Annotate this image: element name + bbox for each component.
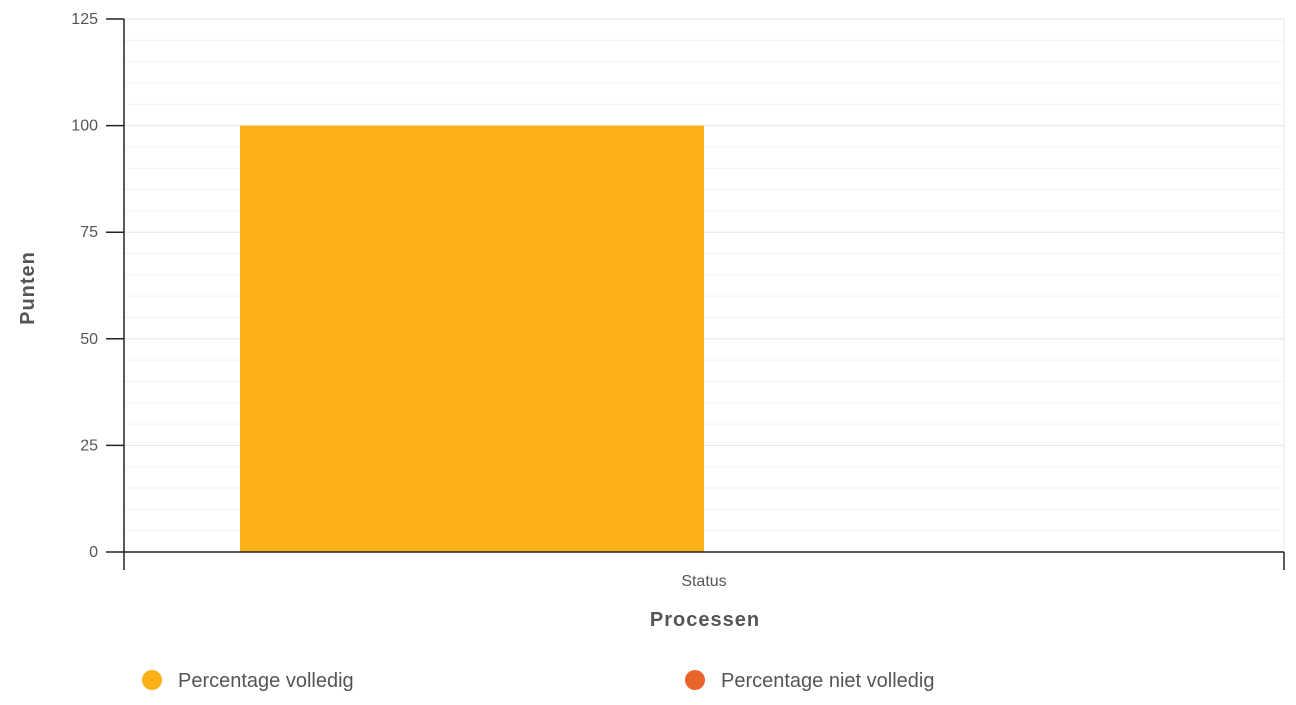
legend-label: Percentage volledig xyxy=(178,670,354,692)
y-tick-label: 25 xyxy=(80,437,98,454)
x-category-labels: Status xyxy=(681,573,726,590)
y-tick-label: 75 xyxy=(80,224,98,241)
legend: Percentage volledig Percentage niet volle… xyxy=(142,670,934,692)
legend-item: Percentage volledig xyxy=(142,670,354,692)
legend-item: Percentage niet volledig xyxy=(685,670,934,692)
legend-marker xyxy=(685,670,705,690)
y-tick-label: 100 xyxy=(71,118,98,135)
y-tick-label: 50 xyxy=(80,331,98,348)
axes xyxy=(106,18,1285,570)
y-tick-labels: 0 25 50 75 100 125 xyxy=(71,11,98,561)
legend-label: Percentage niet volledig xyxy=(721,670,934,692)
bar-percentage-volledig xyxy=(240,125,704,552)
x-axis-title: Processen xyxy=(650,609,760,631)
legend-marker xyxy=(142,670,162,690)
y-tick-label: 125 xyxy=(71,11,98,28)
y-axis-title: Punten xyxy=(17,251,39,325)
x-category-label: Status xyxy=(681,573,726,590)
bars xyxy=(240,125,704,552)
y-tick-label: 0 xyxy=(89,544,98,561)
